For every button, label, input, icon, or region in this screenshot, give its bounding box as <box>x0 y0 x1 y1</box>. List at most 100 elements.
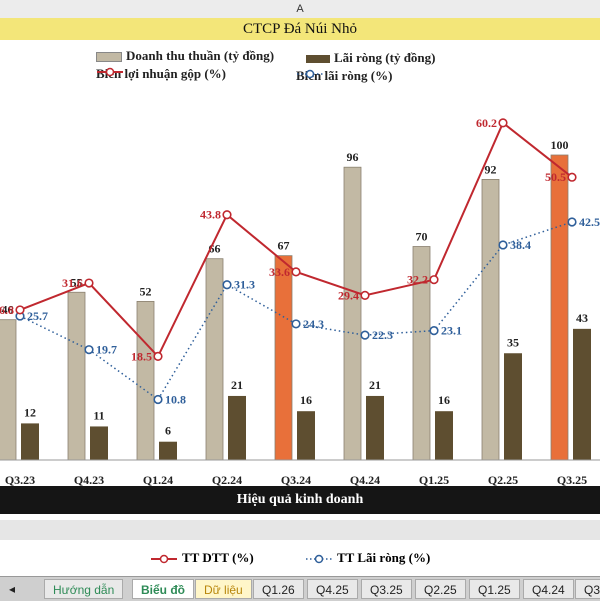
revenue-bar <box>481 178 500 461</box>
gross-margin-point <box>498 118 508 128</box>
net-margin-point <box>429 326 439 336</box>
gross-margin-point <box>360 290 370 300</box>
gross-margin-point <box>567 172 577 182</box>
profit-data-label: 21 <box>369 378 381 392</box>
chart-footer-title: Hiệu quả kinh doanh <box>0 486 600 514</box>
legend-item-gross-margin: Biên lợi nhuận gộp (%) <box>96 66 226 82</box>
gross-margin-data-label: 50.5 <box>545 170 566 184</box>
profit-bar <box>228 395 246 460</box>
profit-data-label: 35 <box>507 335 519 349</box>
profit-swatch <box>306 55 330 64</box>
net-margin-data-label: 22.3 <box>372 328 393 342</box>
tab-q4-24[interactable]: Q4.24 <box>523 579 574 599</box>
gross-margin-data-label: 6.8 <box>0 303 14 317</box>
plot-svg: 4612Q3.235511Q4.23526Q1.246621Q2.246716Q… <box>0 116 600 486</box>
revenue-growth-marker <box>151 554 177 564</box>
net-margin-point <box>498 240 508 250</box>
net-margin-data-label: 19.7 <box>96 343 117 357</box>
profit-data-label: 12 <box>24 405 36 419</box>
tab-q3-2[interactable]: Q3.2 <box>575 579 600 599</box>
revenue-data-label: 92 <box>485 162 497 176</box>
gross-margin-point <box>153 351 163 362</box>
profit-bar <box>573 328 591 460</box>
legend-item-revenue: Doanh thu thuần (tỷ đồng) <box>96 48 274 64</box>
gross-margin-data-label: 60.2 <box>476 116 497 130</box>
x-tick-label: Q3.25 <box>557 473 587 486</box>
gross-margin-data-label: 43.8 <box>200 208 221 222</box>
net-margin-legend-marker <box>297 69 323 79</box>
net-margin-point <box>567 217 577 227</box>
net-margin-data-label: 31.3 <box>234 278 255 292</box>
gross-margin-data-label: 33.6 <box>269 265 290 279</box>
tab-bieu-do[interactable]: Biểu đồ <box>132 579 194 599</box>
revenue-bar <box>136 300 155 461</box>
gross-margin-legend-marker <box>97 67 123 77</box>
x-tick-label: Q4.24 <box>350 473 380 486</box>
tab-q1-25[interactable]: Q1.25 <box>469 579 520 599</box>
chart-area[interactable]: Doanh thu thuần (tỷ đồng) Lãi ròng (tỷ đ… <box>0 40 600 520</box>
x-tick-label: Q3.24 <box>281 473 311 486</box>
gross-margin-data-label: 32.2 <box>407 273 428 287</box>
revenue-data-label: 70 <box>416 230 428 244</box>
net-margin-data-label: 25.7 <box>27 309 48 323</box>
tab-q4-25[interactable]: Q4.25 <box>307 579 358 599</box>
profit-bar <box>159 441 177 460</box>
net-margin-point <box>153 394 163 405</box>
profit-bar <box>366 395 384 460</box>
legend-item-profit: Lãi ròng (tỷ đồng) <box>306 50 435 66</box>
net-margin-data-label: 24.3 <box>303 317 324 331</box>
tab-scroll-left-icon[interactable]: ◂ <box>8 582 16 596</box>
x-tick-label: Q4.23 <box>74 473 104 486</box>
x-tick-label: Q1.25 <box>419 473 449 486</box>
profit-bar <box>435 411 453 460</box>
chart-title: CTCP Đá Núi Nhỏ <box>0 18 600 41</box>
sheet-tab-bar: ◂ Hướng dẫn Biểu đồ Dữ liệu Q1.26 Q4.25 … <box>0 576 600 601</box>
x-tick-label: Q1.24 <box>143 473 173 486</box>
revenue-bar <box>67 291 86 461</box>
net-margin-data-label: 10.8 <box>165 393 186 407</box>
gross-margin-data-label: 29.4 <box>338 288 359 302</box>
net-margin-data-label: 42.5 <box>579 215 600 229</box>
legend-label: Doanh thu thuần (tỷ đồng) <box>126 48 275 63</box>
legend2-item-profit-growth: TT Lãi ròng (%) <box>305 550 430 566</box>
profit-data-label: 6 <box>165 424 171 438</box>
profit-growth-marker <box>306 554 332 564</box>
legend-label: Lãi ròng (tỷ đồng) <box>334 50 436 65</box>
profit-bar <box>297 411 315 460</box>
x-tick-label: Q2.24 <box>212 473 242 486</box>
profit-data-label: 11 <box>93 408 104 422</box>
net-margin-point <box>291 319 301 329</box>
profit-bar <box>90 426 108 460</box>
legend-item-net-margin: Biên lãi ròng (%) <box>296 68 392 84</box>
sheet-gap <box>0 520 600 540</box>
gross-margin-point <box>15 305 25 315</box>
revenue-bar <box>274 255 293 461</box>
tab-q1-26[interactable]: Q1.26 <box>253 579 304 599</box>
net-margin-data-label: 23.1 <box>441 324 462 338</box>
x-tick-label: Q3.23 <box>5 473 35 486</box>
revenue-bar <box>550 154 569 461</box>
gross-margin-data-label: 31.6 <box>62 276 83 290</box>
secondary-legend: TT DTT (%) TT Lãi ròng (%) <box>0 540 600 576</box>
revenue-data-label: 52 <box>140 284 152 298</box>
column-header[interactable]: A <box>0 0 600 19</box>
tab-q3-25[interactable]: Q3.25 <box>361 579 412 599</box>
tab-q2-25[interactable]: Q2.25 <box>415 579 466 599</box>
tab-huong-dan[interactable]: Hướng dẫn <box>44 579 124 599</box>
profit-data-label: 16 <box>300 393 312 407</box>
gross-margin-point <box>429 275 439 285</box>
revenue-swatch <box>96 52 122 63</box>
legend2-label: TT Lãi ròng (%) <box>337 550 431 565</box>
net-margin-point <box>222 280 232 290</box>
net-margin-data-label: 38.4 <box>510 238 531 252</box>
tab-du-lieu[interactable]: Dữ liệu <box>195 579 252 599</box>
gross-margin-data-label: 18.5 <box>131 349 152 363</box>
profit-data-label: 16 <box>438 393 450 407</box>
profit-data-label: 43 <box>576 311 588 325</box>
legend2-label: TT DTT (%) <box>182 550 254 565</box>
gross-margin-point <box>291 267 301 277</box>
gross-margin-point <box>222 210 232 220</box>
legend-label: Biên lợi nhuận gộp (%) <box>96 66 227 81</box>
revenue-data-label: 96 <box>347 150 359 164</box>
legend2-item-revenue-growth: TT DTT (%) <box>150 550 254 566</box>
